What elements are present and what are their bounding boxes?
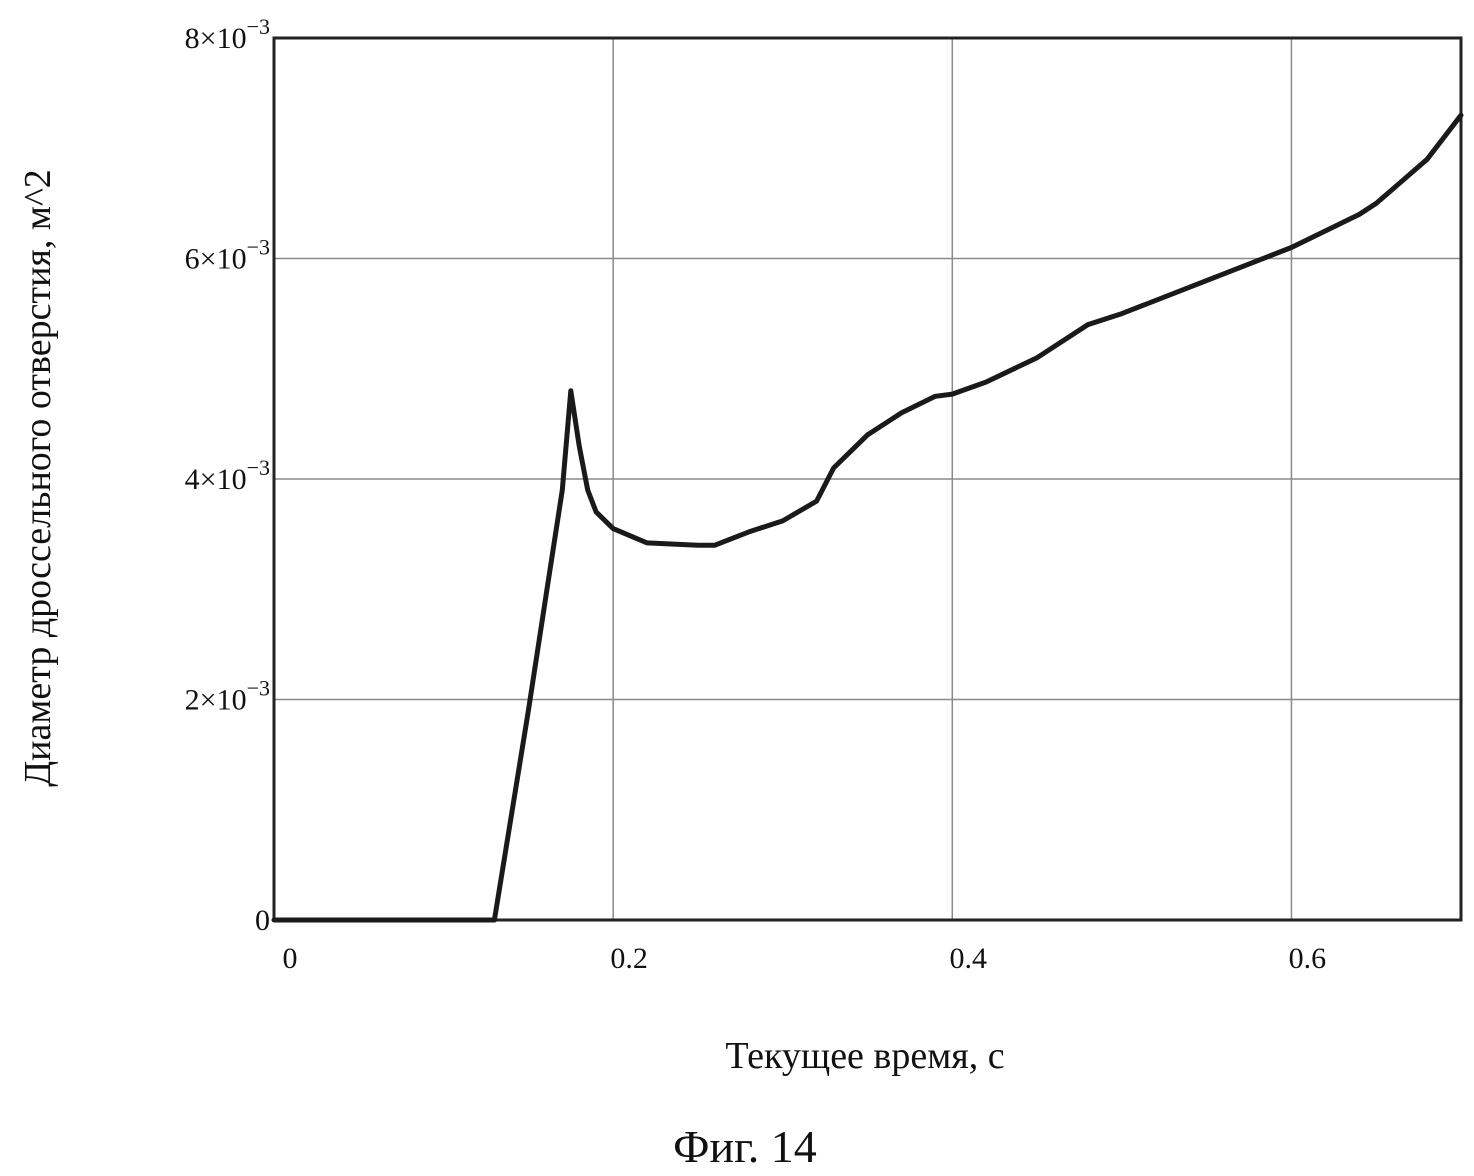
figure-caption: Фиг. 14: [673, 1121, 817, 1172]
y-tick-label: 0: [255, 904, 270, 937]
grid-lines: [274, 38, 1461, 920]
y-tick-labels: 0 2×10−3 4×10−3 6×10−3 8×10−3: [185, 14, 270, 937]
series-layer: [274, 115, 1461, 920]
y-axis-title: Диаметр дроссельного отверстия, м^2: [17, 169, 59, 787]
x-axis-title: Текущее время, с: [725, 1035, 1004, 1077]
y-tick-label: 4×10−3: [185, 455, 270, 496]
x-tick-labels: 0 0.2 0.4 0.6: [283, 942, 1327, 975]
x-tick-label: 0.6: [1289, 942, 1327, 975]
x-tick-label: 0.4: [950, 942, 988, 975]
y-tick-label: 6×10−3: [185, 235, 270, 276]
y-tick-label: 8×10−3: [185, 14, 270, 55]
series-line: [274, 115, 1461, 920]
x-tick-label: 0: [283, 942, 298, 975]
x-tick-label: 0.2: [610, 942, 648, 975]
y-tick-label: 2×10−3: [185, 676, 270, 717]
